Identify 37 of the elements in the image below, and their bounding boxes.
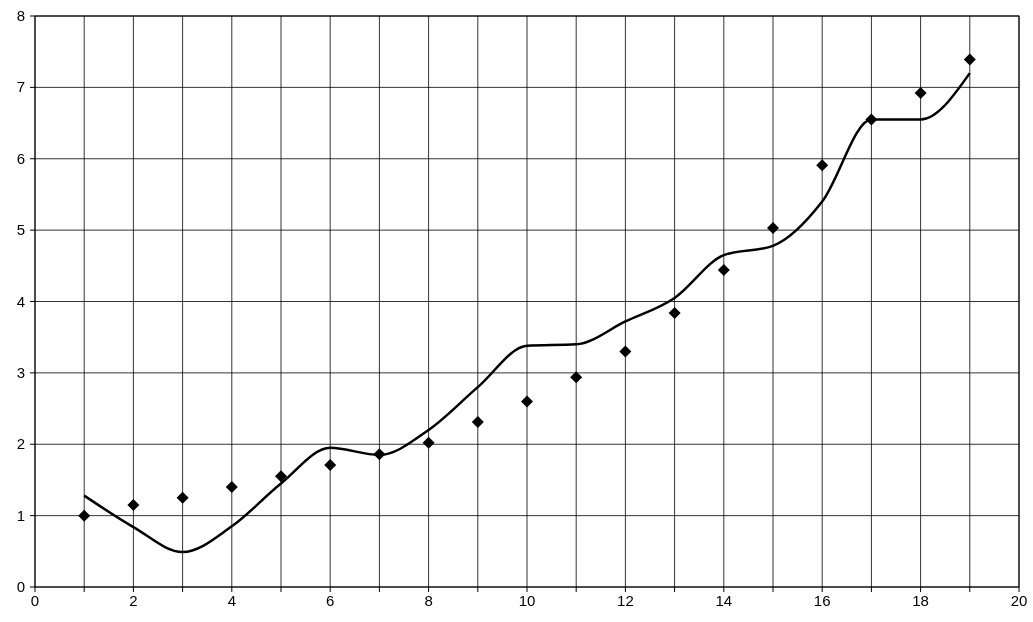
point	[471, 416, 484, 429]
point	[914, 87, 927, 100]
y-tick-label: 2	[16, 435, 26, 453]
point	[717, 264, 730, 277]
point	[225, 481, 238, 494]
point	[176, 491, 189, 504]
point	[275, 470, 287, 483]
x-tick-label: 6	[326, 592, 335, 609]
y-tick-label: 3	[16, 363, 26, 381]
point	[619, 345, 632, 358]
point	[570, 371, 583, 384]
x-tick-label: 0	[30, 592, 40, 609]
point	[324, 458, 337, 471]
x-tick-label: 16	[813, 592, 831, 609]
x-tick-label: 14	[715, 592, 733, 609]
x-tick-label: 4	[227, 592, 236, 609]
point	[78, 509, 91, 522]
x-tick-label: 20	[1010, 592, 1028, 609]
y-tick-label: 1	[16, 506, 26, 524]
point	[521, 395, 533, 408]
y-tick-label: 0	[16, 578, 26, 595]
x-tick-label: 18	[912, 592, 929, 609]
y-tick-label: 4	[16, 292, 26, 310]
point	[668, 306, 681, 319]
y-tick-label: 7	[16, 78, 26, 96]
point	[127, 498, 140, 511]
x-tick-label: 2	[129, 592, 138, 609]
y-tick-label: 5	[16, 221, 26, 239]
point	[816, 159, 829, 172]
y-tick-label: 6	[16, 149, 26, 167]
y-tick-label: 8	[16, 7, 26, 24]
point	[422, 436, 435, 449]
x-tick-label: 10	[518, 592, 536, 609]
point	[767, 221, 779, 234]
point	[963, 53, 976, 66]
x-tick-label: 12	[617, 592, 634, 609]
x-tick-label: 8	[424, 592, 433, 609]
